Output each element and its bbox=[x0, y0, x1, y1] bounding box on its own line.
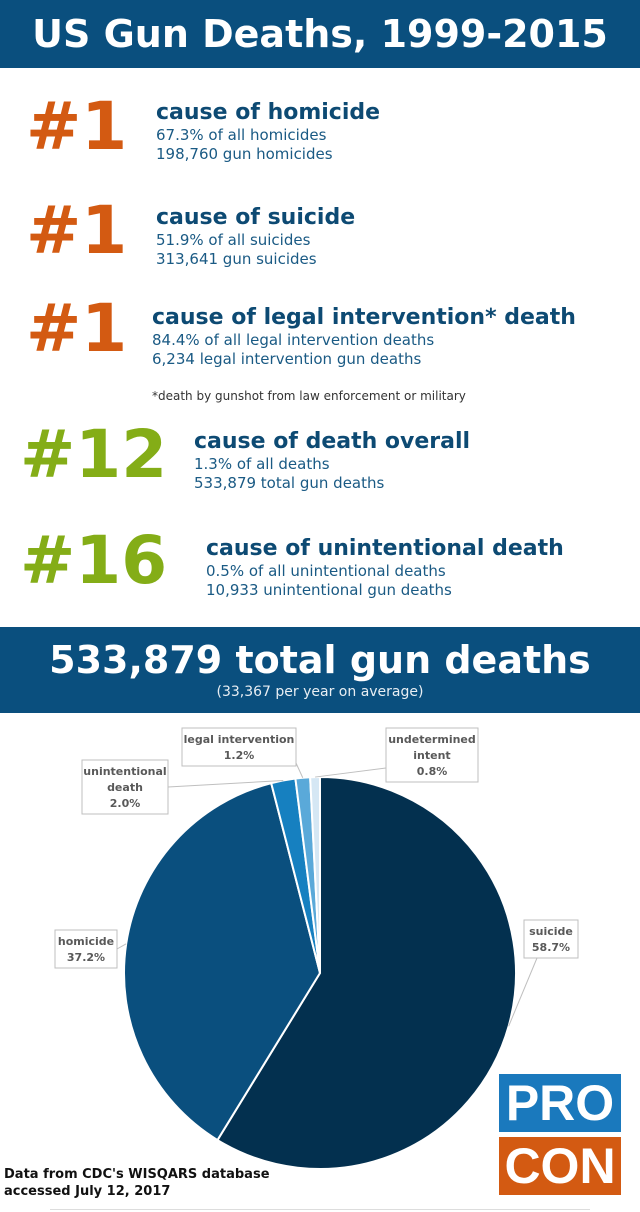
stat-line-suicide-pct: 51.9% of all suicides bbox=[156, 231, 311, 249]
source-note: Data from CDC's WISQARS database accesse… bbox=[4, 1166, 270, 1200]
stat-title-suicide: cause of suicide bbox=[156, 205, 356, 230]
rank-unintentional: #16 bbox=[20, 522, 168, 599]
data-label-homicide-0: homicide bbox=[58, 935, 114, 948]
stat-line-unintentional-pct: 0.5% of all unintentional deaths bbox=[206, 562, 446, 580]
total-deaths-title: 533,879 total gun deaths bbox=[49, 638, 591, 682]
total-band: 533,879 total gun deaths (33,367 per yea… bbox=[0, 627, 640, 713]
pie-slice-suicide bbox=[216, 775, 517, 1170]
data-label-suicide-0: suicide bbox=[529, 925, 573, 938]
source-line-2: accessed July 12, 2017 bbox=[4, 1184, 171, 1199]
data-label-undetermined-intent-1: intent bbox=[413, 749, 450, 762]
data-label-homicide-1: 37.2% bbox=[67, 951, 105, 964]
stat-line-overall-count: 533,879 total gun deaths bbox=[194, 474, 385, 492]
data-label-legal-intervention-0: legal intervention bbox=[184, 733, 295, 746]
stat-line-unintentional-count: 10,933 unintentional gun deaths bbox=[206, 581, 452, 599]
stat-line-suicide-count: 313,641 gun suicides bbox=[156, 250, 317, 268]
data-label-unintentional-death-2: 2.0% bbox=[110, 797, 141, 810]
data-label-undetermined-intent-0: undetermined bbox=[388, 733, 476, 746]
data-label-unintentional-death-0: unintentional bbox=[83, 765, 166, 778]
rank-overall: #12 bbox=[20, 416, 168, 493]
label-box-unintentional-death bbox=[81, 759, 169, 815]
stat-line-homicide-count: 198,760 gun homicides bbox=[156, 145, 333, 163]
total-deaths-subtitle: (33,367 per year on average) bbox=[216, 684, 424, 700]
leader-line-undetermined-intent bbox=[315, 767, 387, 778]
pie-slice-undetermined-intent bbox=[309, 775, 321, 974]
stat-title-unintentional: cause of unintentional death bbox=[206, 536, 564, 561]
leader-line-homicide bbox=[116, 943, 127, 950]
bottom-divider bbox=[50, 1209, 590, 1210]
stat-line-overall-pct: 1.3% of all deaths bbox=[194, 455, 330, 473]
label-box-undetermined-intent bbox=[385, 727, 479, 783]
stat-title-homicide: cause of homicide bbox=[156, 100, 381, 125]
page-title: US Gun Deaths, 1999-2015 bbox=[32, 12, 608, 56]
leader-line-suicide bbox=[508, 957, 538, 1027]
data-label-suicide-1: 58.7% bbox=[532, 941, 570, 954]
label-box-legal-intervention bbox=[181, 727, 297, 767]
procon-logo-con: CON bbox=[499, 1137, 621, 1195]
label-box-homicide bbox=[54, 929, 118, 969]
label-box-suicide bbox=[523, 919, 579, 959]
pie-chart: suicide 58.7% homicide 37.2% unintentional de… bbox=[54, 727, 579, 1170]
rank-homicide: #1 bbox=[26, 88, 128, 165]
stat-title-legal-intervention: cause of legal intervention* death bbox=[152, 305, 576, 330]
data-label-unintentional-death-1: death bbox=[107, 781, 143, 794]
stat-title-overall: cause of death overall bbox=[194, 429, 471, 454]
rank-suicide: #1 bbox=[26, 192, 128, 269]
pie-slice-homicide bbox=[123, 781, 322, 1142]
data-label-legal-intervention-1: 1.2% bbox=[224, 749, 255, 762]
stat-line-homicide-pct: 67.3% of all homicides bbox=[156, 126, 327, 144]
procon-logo-pro: PRO bbox=[499, 1074, 621, 1132]
source-line-1: Data from CDC's WISQARS database bbox=[4, 1167, 270, 1182]
footnote: *death by gunshot from law enforcement o… bbox=[152, 389, 466, 403]
data-label-undetermined-intent-2: 0.8% bbox=[417, 765, 448, 778]
leader-line-unintentional-death bbox=[167, 779, 284, 788]
header-bar: US Gun Deaths, 1999-2015 bbox=[0, 0, 640, 68]
rank-legal-intervention: #1 bbox=[26, 290, 128, 367]
stat-line-legal-count: 6,234 legal intervention gun deaths bbox=[152, 350, 422, 368]
stat-line-legal-pct: 84.4% of all legal intervention deaths bbox=[152, 331, 435, 349]
leader-line-legal-intervention bbox=[295, 762, 304, 778]
